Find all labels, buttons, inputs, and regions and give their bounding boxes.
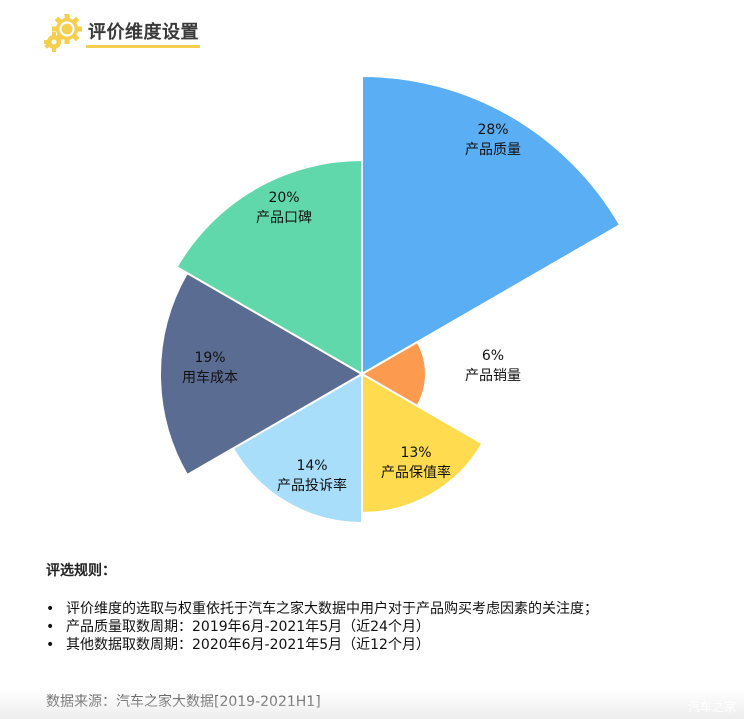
slice-value: 20% [268,190,300,206]
bullet-icon: • [46,637,55,653]
bullet-icon: • [46,619,55,635]
rules-list: • 评价维度的选取与权重依托于汽车之家大数据中用户对于产品购买考虑因素的关注度； … [46,600,726,654]
rules-item: • 产品质量取数周期：2019年6月-2021年5月（近24个月） [46,619,430,635]
rules-item: • 其他数据取数周期：2020年6月-2021年5月（近12个月） [46,637,430,653]
slice-value: 14% [296,458,328,474]
rose-chart-svg [159,74,622,525]
slice-name: 产品质量 [465,142,521,158]
slice-name: 产品保值率 [381,465,451,481]
rules-heading: 评选规则： [46,563,116,579]
chart-slice [159,271,364,477]
data-source: 数据来源：汽车之家大数据[2019-2021H1] [46,694,321,710]
chart-slice [231,372,363,525]
chart-slice [361,372,484,515]
slice-label: 14% 产品投诉率 [277,456,347,496]
chart-slice [361,74,622,376]
rules-section: 评选规则： • 评价维度的选取与权重依托于汽车之家大数据中用户对于产品购买考虑因素… [46,560,726,654]
chart-slice [359,340,427,408]
slice-label: 13% 产品保值率 [381,443,451,483]
slice-label: 28% 产品质量 [465,120,521,160]
bullet-icon: • [46,601,55,617]
slice-value: 13% [400,445,432,461]
watermark: 汽车之家 [687,700,736,714]
slice-value: 6% [481,348,505,364]
slice-name: 产品口碑 [256,210,312,226]
slice-label: 20% 产品口碑 [256,188,312,228]
slice-value: 28% [477,122,509,138]
chart-slice [175,158,363,376]
slice-name: 产品销量 [465,368,521,384]
slice-label: 19% 用车成本 [182,348,238,388]
rules-item: • 评价维度的选取与权重依托于汽车之家大数据中用户对于产品购买考虑因素的关注度； [46,601,598,617]
title-underline [86,45,200,48]
slice-value: 19% [194,350,226,366]
slice-name: 产品投诉率 [277,478,347,494]
page-title: 评价维度设置 [88,22,199,43]
rose-chart: 28% 产品质量 6% 产品销量 13% 产品保值率 14% 产品投诉率 19% 用车成本 20% 产… [159,74,622,525]
slice-label: 6% 产品销量 [465,346,521,386]
slice-name: 用车成本 [182,370,238,386]
gear-icon [44,14,82,52]
